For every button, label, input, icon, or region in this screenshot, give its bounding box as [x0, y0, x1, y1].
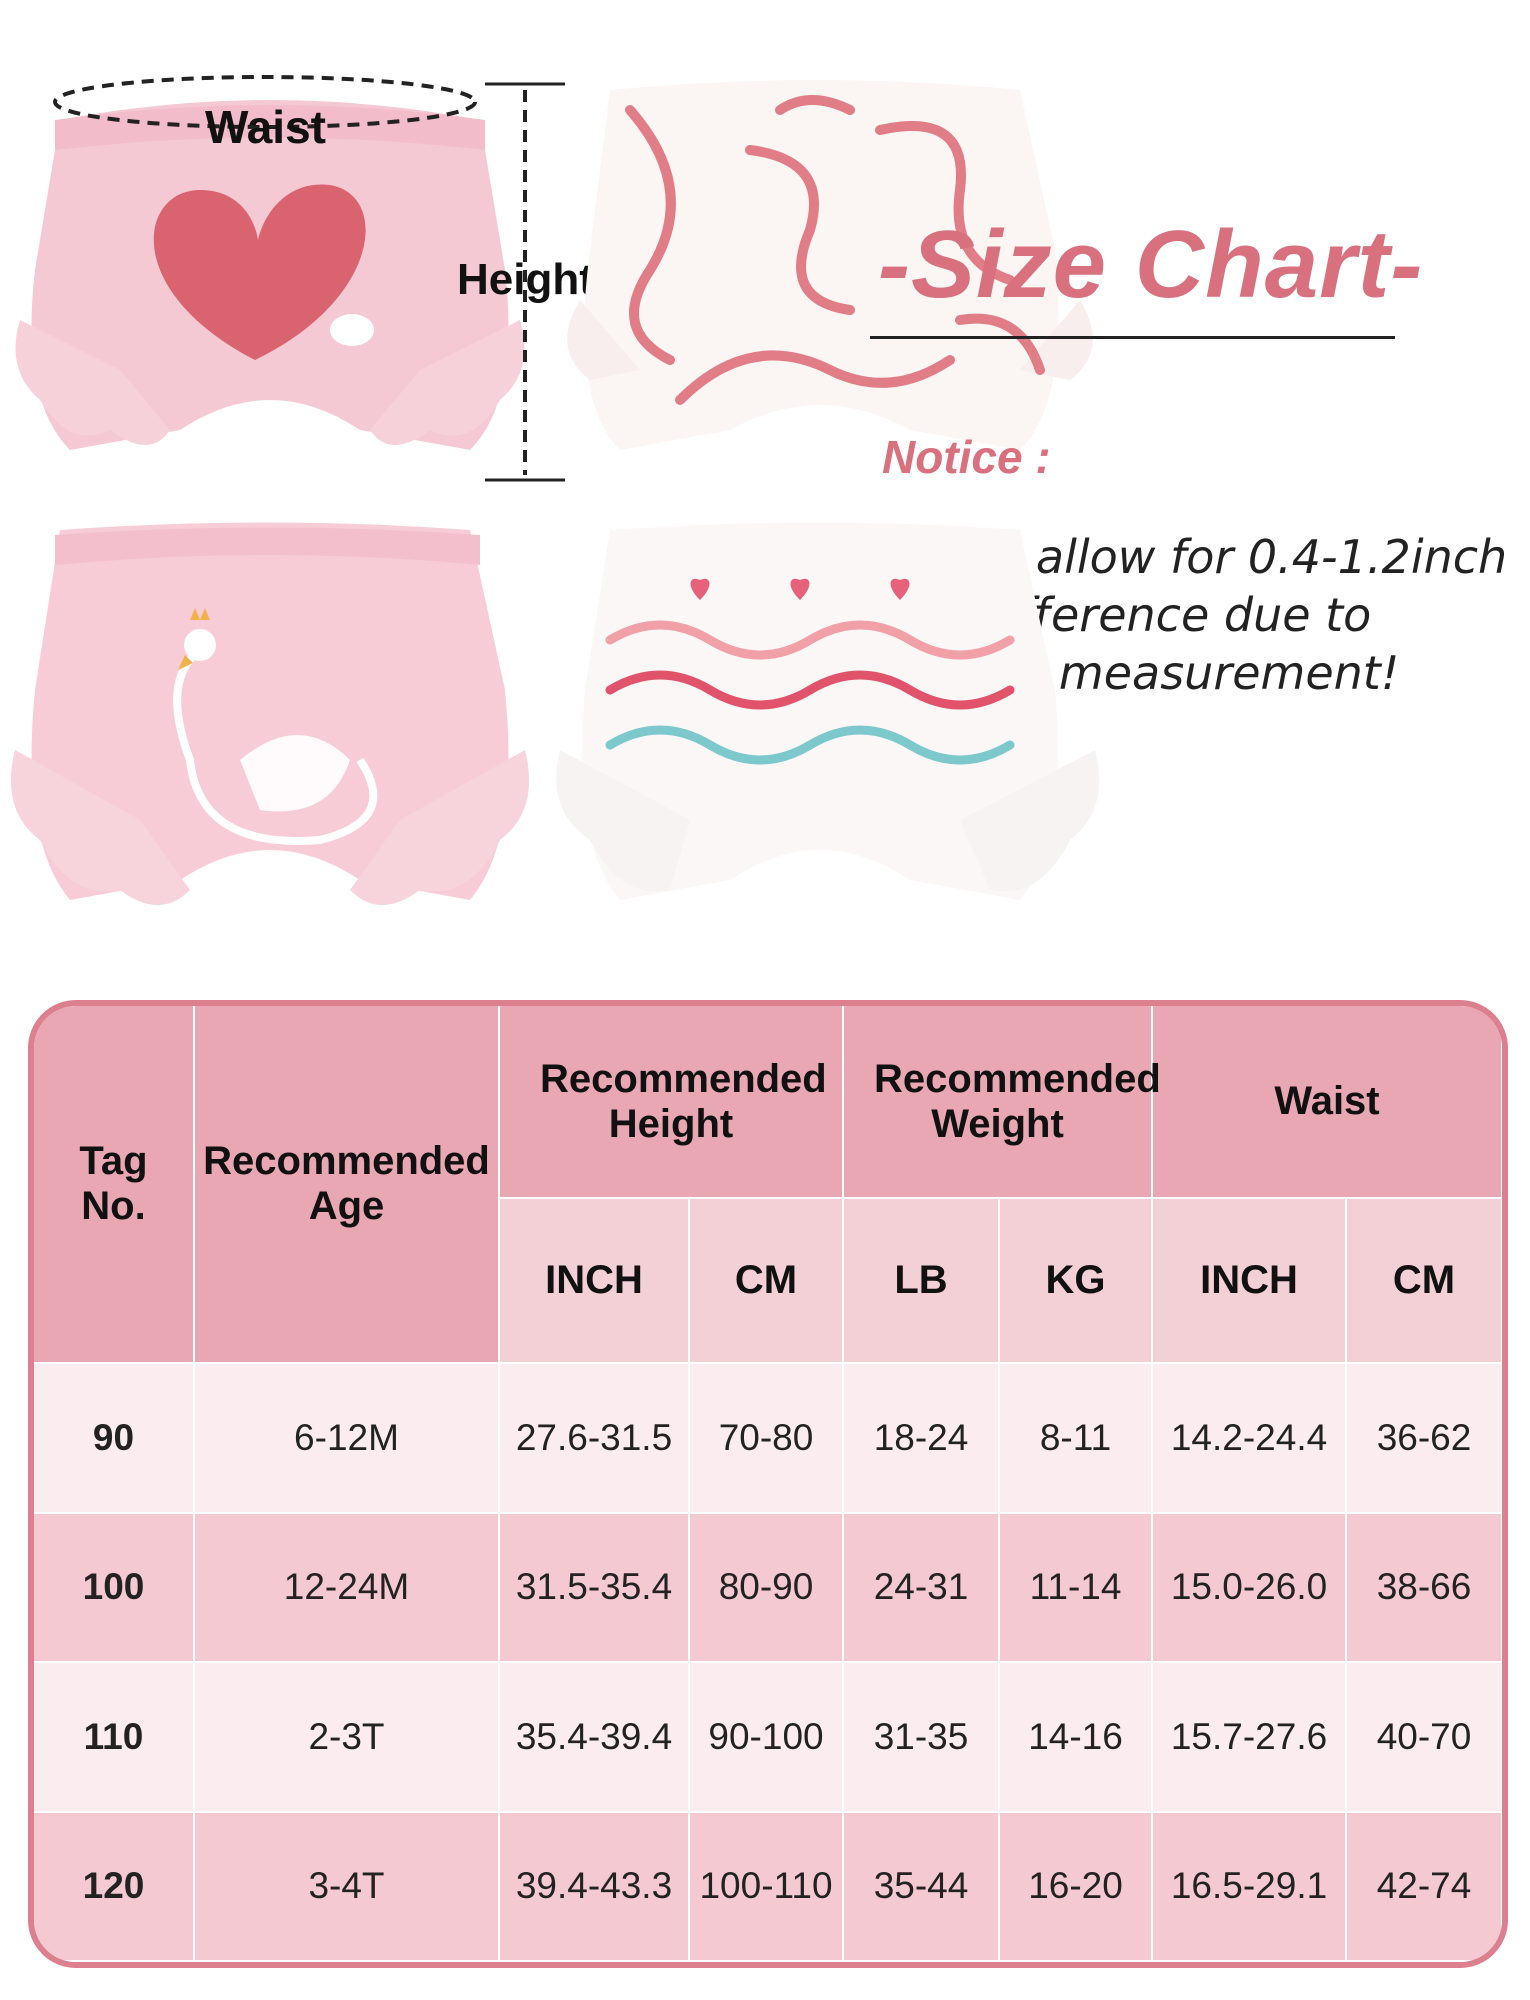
cell-waist-cm: 38-66	[1346, 1512, 1502, 1663]
cell-age: 2-3T	[194, 1662, 500, 1813]
title-underline	[870, 336, 1395, 339]
height-label: Height	[457, 255, 594, 304]
subheader-weight-kg: KG	[999, 1198, 1154, 1364]
cell-height-cm: 80-90	[689, 1512, 845, 1663]
cell-weight-kg: 14-16	[999, 1662, 1154, 1813]
height-measure-line	[485, 82, 565, 482]
cell-height-cm: 100-110	[689, 1811, 845, 1962]
cell-waist-cm: 42-74	[1346, 1811, 1502, 1962]
waist-measure-ellipse	[53, 75, 477, 129]
cell-waist-cm: 36-62	[1346, 1363, 1502, 1514]
cell-height-inch: 39.4-43.3	[499, 1811, 690, 1962]
subheader-waist-inch: INCH	[1152, 1198, 1348, 1364]
header-recommended-age: Recommended Age	[194, 1006, 500, 1364]
product-image-swan-print-bloomer	[567, 80, 1093, 450]
product-image-wave-bloomer	[556, 522, 1100, 900]
table-row: 110 2-3T 35.4-39.4 90-100 31-35 14-16 15…	[34, 1662, 1502, 1813]
heart-print-icon	[153, 184, 366, 360]
cell-height-cm: 90-100	[689, 1662, 845, 1813]
cell-weight-lb: 35-44	[843, 1811, 1001, 1962]
table-row: 100 12-24M 31.5-35.4 80-90 24-31 11-14 1…	[34, 1512, 1502, 1663]
cell-weight-kg: 11-14	[999, 1512, 1154, 1663]
cell-waist-inch: 14.2-24.4	[1152, 1363, 1348, 1514]
product-image-heart-bloomer	[15, 100, 525, 450]
header-tag-no: Tag No.	[34, 1006, 195, 1364]
swan-print-icon	[173, 646, 378, 845]
cell-height-inch: 35.4-39.4	[499, 1662, 690, 1813]
cell-weight-lb: 24-31	[843, 1512, 1001, 1663]
cell-weight-lb: 18-24	[843, 1363, 1001, 1514]
size-chart-title: -Size Chart-	[878, 211, 1424, 318]
cell-waist-cm: 40-70	[1346, 1662, 1502, 1813]
cell-age: 12-24M	[194, 1512, 500, 1663]
subheader-height-inch: INCH	[499, 1198, 690, 1364]
cell-height-inch: 27.6-31.5	[499, 1363, 690, 1514]
header-recommended-weight: Recommended Weight	[843, 1006, 1161, 1199]
cell-age: 6-12M	[194, 1363, 500, 1514]
waist-label: Waist	[205, 101, 326, 153]
cell-weight-lb: 31-35	[843, 1662, 1001, 1813]
subheader-waist-cm: CM	[1346, 1198, 1502, 1364]
cell-tag: 110	[34, 1662, 195, 1813]
cell-waist-inch: 15.7-27.6	[1152, 1662, 1348, 1813]
product-image-swan-bloomer	[10, 522, 530, 905]
size-table: Tag No. Recommended Age Recommended Heig…	[28, 1000, 1508, 1968]
table-row: 120 3-4T 39.4-43.3 100-110 35-44 16-20 1…	[34, 1811, 1502, 1962]
cell-weight-kg: 8-11	[999, 1363, 1154, 1514]
table-row: 90 6-12M 27.6-31.5 70-80 18-24 8-11 14.2…	[34, 1363, 1502, 1514]
cell-age: 3-4T	[194, 1811, 500, 1962]
cell-tag: 120	[34, 1811, 195, 1962]
cell-weight-kg: 16-20	[999, 1811, 1154, 1962]
subheader-height-cm: CM	[689, 1198, 845, 1364]
cell-tag: 90	[34, 1363, 195, 1514]
cell-waist-inch: 16.5-29.1	[1152, 1811, 1348, 1962]
header-waist: Waist	[1152, 1006, 1502, 1199]
cell-waist-inch: 15.0-26.0	[1152, 1512, 1348, 1663]
notice-heading: Notice :	[882, 431, 1051, 483]
cell-height-cm: 70-80	[689, 1363, 845, 1514]
subheader-weight-lb: LB	[843, 1198, 1001, 1364]
header-recommended-height: Recommended Height	[499, 1006, 845, 1199]
cell-tag: 100	[34, 1512, 195, 1663]
cell-height-inch: 31.5-35.4	[499, 1512, 690, 1663]
